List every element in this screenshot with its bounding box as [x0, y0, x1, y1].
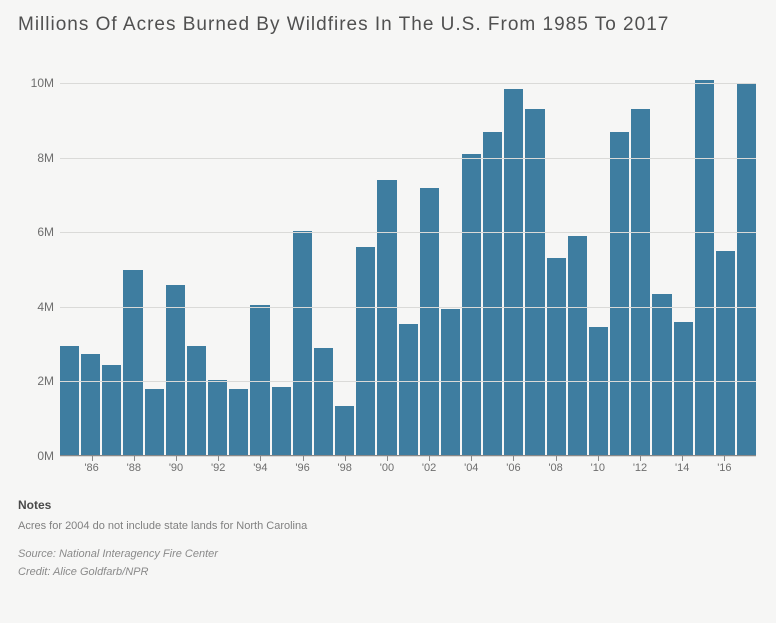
- x-tick-label: '14: [675, 462, 689, 474]
- x-tick-label: '06: [506, 462, 520, 474]
- x-tick-label: '00: [380, 462, 394, 474]
- x-tick-label: '02: [422, 462, 436, 474]
- y-tick-label: 6M: [37, 225, 54, 239]
- x-tick-label: '10: [591, 462, 605, 474]
- bar: [187, 346, 206, 456]
- x-tick-label: '94: [253, 462, 267, 474]
- bar: [166, 285, 185, 456]
- notes-block: Notes Acres for 2004 do not include stat…: [0, 476, 776, 578]
- x-tick-label: '12: [633, 462, 647, 474]
- bar: [60, 346, 79, 456]
- gridline: [60, 158, 756, 159]
- bar: [399, 324, 418, 456]
- bar: [420, 188, 439, 456]
- notes-text: Acres for 2004 do not include state land…: [18, 520, 758, 532]
- x-tick-label: '88: [127, 462, 141, 474]
- x-tick-label: '04: [464, 462, 478, 474]
- x-tick-label: '90: [169, 462, 183, 474]
- bar: [335, 406, 354, 456]
- bar: [631, 109, 650, 456]
- bar: [229, 389, 248, 456]
- bars-container: [60, 46, 756, 456]
- bar: [314, 348, 333, 456]
- bar: [525, 109, 544, 456]
- bar: [81, 354, 100, 457]
- gridline: [60, 232, 756, 233]
- bar: [610, 132, 629, 456]
- y-tick-label: 10M: [31, 76, 54, 90]
- x-tick: [345, 456, 346, 461]
- gridline: [60, 307, 756, 308]
- y-axis: 0M2M4M6M8M10M: [20, 46, 58, 456]
- x-tick-label: '92: [211, 462, 225, 474]
- bar: [504, 89, 523, 456]
- x-tick: [176, 456, 177, 461]
- bar: [589, 327, 608, 456]
- bar: [377, 180, 396, 456]
- x-tick: [303, 456, 304, 461]
- gridline: [60, 83, 756, 84]
- x-tick-label: '96: [295, 462, 309, 474]
- credit-line: Credit: Alice Goldfarb/NPR: [18, 566, 758, 578]
- x-tick: [134, 456, 135, 461]
- x-tick: [218, 456, 219, 461]
- bar: [123, 270, 142, 456]
- x-tick: [513, 456, 514, 461]
- bar: [293, 231, 312, 457]
- x-tick-label: '98: [338, 462, 352, 474]
- bar: [272, 387, 291, 456]
- x-tick: [260, 456, 261, 461]
- x-tick: [92, 456, 93, 461]
- x-tick: [682, 456, 683, 461]
- gridline: [60, 381, 756, 382]
- bar: [695, 80, 714, 456]
- bar: [145, 389, 164, 456]
- bar: [483, 132, 502, 456]
- y-tick-label: 8M: [37, 151, 54, 165]
- bar: [674, 322, 693, 456]
- bar: [462, 154, 481, 456]
- x-tick-label: '86: [84, 462, 98, 474]
- bar: [716, 251, 735, 456]
- bar: [102, 365, 121, 456]
- y-tick-label: 4M: [37, 300, 54, 314]
- bar: [208, 380, 227, 456]
- bar: [547, 258, 566, 456]
- x-tick: [640, 456, 641, 461]
- x-tick: [598, 456, 599, 461]
- x-axis: '86 '88 '90 '92 '94 '96 '98 '00 '02 '04 '06 '08 '10 '…: [60, 456, 756, 476]
- y-tick-label: 0M: [37, 449, 54, 463]
- x-tick: [556, 456, 557, 461]
- bar: [652, 294, 671, 456]
- source-line: Source: National Interagency Fire Center: [18, 548, 758, 560]
- x-tick: [429, 456, 430, 461]
- notes-heading: Notes: [18, 498, 758, 512]
- plot-area: [60, 46, 756, 456]
- x-tick-label: '16: [717, 462, 731, 474]
- bar-chart: 0M 2M 4M 6M 8M 10M '86 '88 '90 '92 '94 '96 '98 '00 '0…: [20, 46, 756, 476]
- bar: [356, 247, 375, 456]
- bar: [737, 83, 756, 456]
- bar: [568, 236, 587, 456]
- x-tick: [724, 456, 725, 461]
- x-tick: [387, 456, 388, 461]
- y-tick-label: 2M: [37, 374, 54, 388]
- chart-title: Millions Of Acres Burned By Wildfires In…: [0, 0, 776, 46]
- x-tick-label: '08: [548, 462, 562, 474]
- x-tick: [471, 456, 472, 461]
